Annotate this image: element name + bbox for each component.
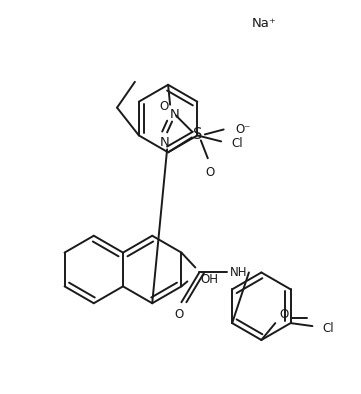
Text: Cl: Cl [231,137,243,150]
Text: N: N [159,136,169,149]
Text: Cl: Cl [322,322,334,335]
Text: O: O [175,308,184,321]
Text: O: O [160,100,169,113]
Text: O⁻: O⁻ [236,123,251,136]
Text: N: N [170,108,180,121]
Text: O: O [205,165,214,178]
Text: S: S [193,127,203,142]
Text: NH: NH [230,266,248,279]
Text: O: O [279,308,289,321]
Text: Na⁺: Na⁺ [252,17,277,30]
Text: OH: OH [200,273,218,286]
